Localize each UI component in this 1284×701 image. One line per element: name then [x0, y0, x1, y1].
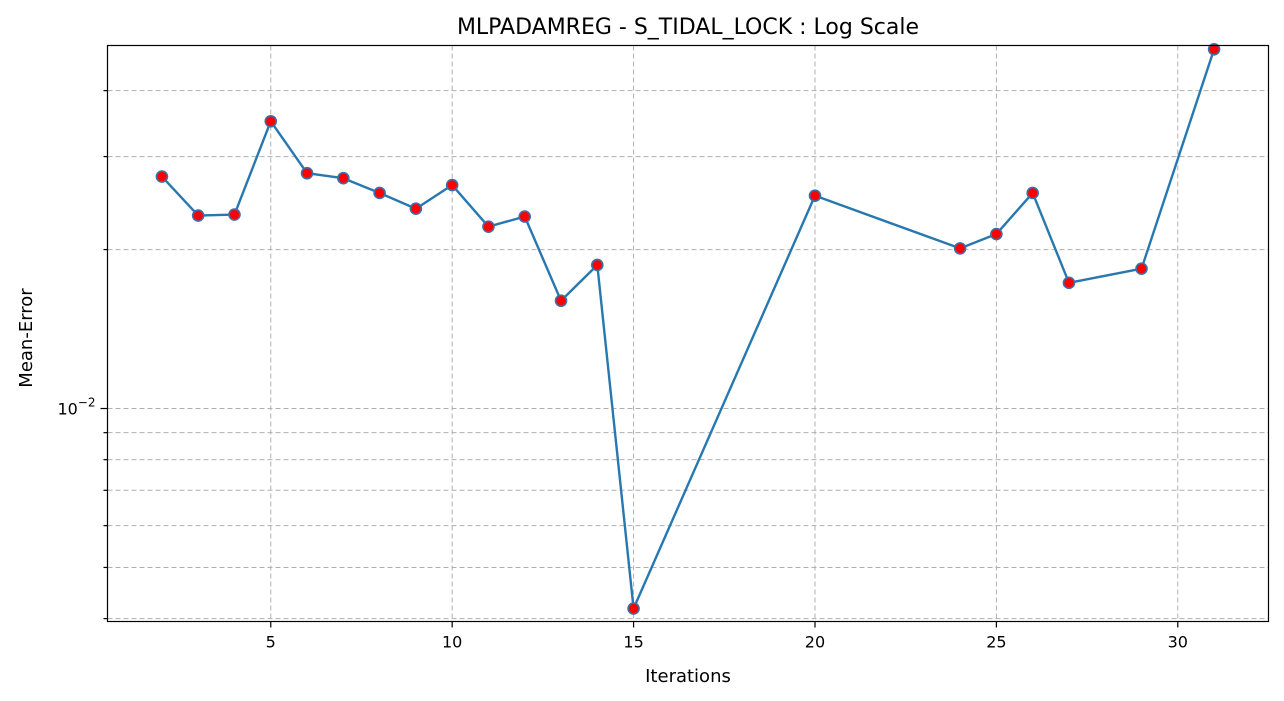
series-layer: [155, 42, 1221, 615]
x-axis-label: Iterations: [645, 666, 731, 687]
data-point: [191, 209, 205, 222]
data-point: [554, 294, 568, 308]
data-point: [1207, 42, 1221, 56]
data-point: [1135, 262, 1148, 275]
data-point: [590, 258, 604, 272]
data-point: [808, 189, 822, 202]
data-point: [482, 220, 495, 233]
x-tick-label: 5: [266, 633, 276, 652]
data-point: [1026, 186, 1039, 200]
x-tick-label: 20: [805, 633, 825, 652]
data-point: [518, 210, 532, 223]
x-tick-label: 15: [623, 633, 643, 652]
y-axis-label: Mean-Error: [16, 288, 37, 388]
axis-ticks: 5 10 15 20 25 30 10−2: [57, 90, 1188, 652]
x-tick-label: 10: [442, 633, 462, 652]
data-point: [228, 208, 241, 221]
data-point: [155, 170, 169, 183]
data-point: [264, 114, 278, 128]
data-point: [445, 178, 459, 192]
data-point: [1062, 276, 1076, 290]
y-tick-label: 10−2: [57, 396, 95, 419]
data-point: [953, 242, 967, 255]
data-point: [373, 186, 386, 200]
data-point: [337, 171, 350, 185]
x-tick-label: 25: [986, 633, 1006, 652]
plot-frame: [106, 44, 1270, 623]
data-point: [300, 166, 314, 180]
series-line: [161, 48, 1216, 610]
chart-title: MLPADAMREG - S_TIDAL_LOCK : Log Scale: [457, 15, 919, 40]
data-point: [627, 602, 640, 615]
data-point: [990, 227, 1003, 241]
data-point: [409, 202, 423, 216]
x-tick-label: 30: [1168, 633, 1188, 652]
grid-lines: [107, 45, 1269, 622]
